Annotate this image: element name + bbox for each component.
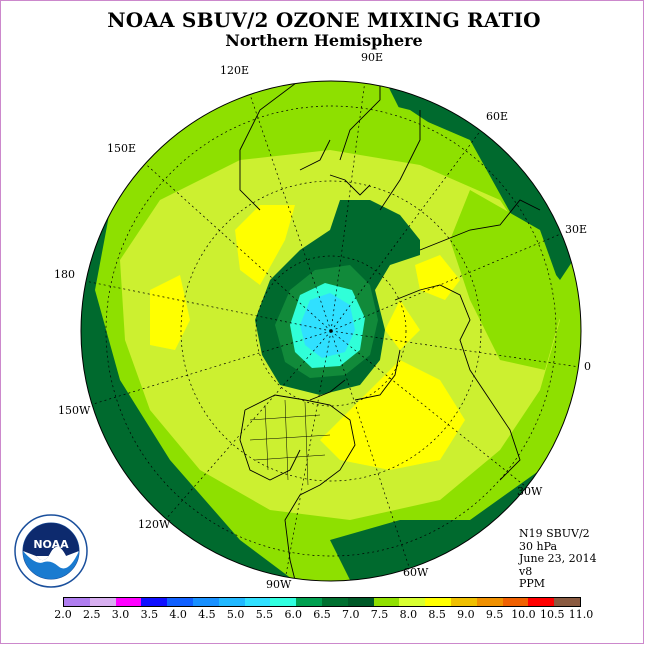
ozone-band-dark-west [81,81,320,581]
colorbar-tick-label: 2.5 [83,608,101,621]
colorbar-tick-label: 7.0 [342,608,360,621]
colorbar-tick-label: 4.5 [198,608,216,621]
colorbar-swatch [528,598,555,606]
colorbar-swatch [476,598,503,606]
info-satellite: N19 SBUV/2 [519,527,590,540]
map-border [80,80,582,582]
ozone-band-light-north [160,90,480,190]
state-borders [249,399,331,486]
colorbar-swatch [270,598,297,606]
colorbar-tick-label: 3.0 [111,608,130,621]
coastlines [239,81,541,581]
ozone-band-light-east [450,190,565,370]
colorbar-swatch [450,598,477,606]
colorbar-swatch [141,598,168,606]
colorbar-tick-label: 5.5 [255,608,274,621]
lon-label-120e: 120E [220,64,250,77]
colorbar-swatch [347,598,374,606]
colorbar-swatch [502,598,529,606]
colorbar-swatch [64,598,90,606]
lon-label-30w: 30W [517,485,543,498]
colorbar [63,597,581,607]
colorbar-swatch [425,598,451,606]
lon-label-60e: 60E [486,110,509,123]
colorbar-swatch [218,598,245,606]
colorbar-swatch [192,598,219,606]
lon-label-150e: 150E [107,142,137,155]
graticule [81,81,581,581]
colorbar-tick-label: 9.0 [457,608,475,621]
colorbar-swatch [167,598,193,606]
map-title: NOAA SBUV/2 OZONE MIXING RATIO [107,8,541,32]
colorbar-swatch [296,598,322,606]
info-version: v8 [519,564,533,578]
ozone-yellow-pacific [150,275,190,350]
ozone-yellow-siberia [235,205,295,285]
colorbar-tick-label: 6.5 [313,608,331,621]
colorbar-swatch [554,598,580,606]
colorbar-swatch [399,598,426,606]
noaa-logo-text: NOAA [33,538,69,551]
colorbar-tick-label: 10.5 [539,608,565,621]
colorbar-swatch [115,598,142,606]
colorbar-tick-label: 6.0 [284,608,302,621]
colorbar-tick-label: 2.0 [54,608,72,621]
colorbar-tick-label: 5.0 [226,608,245,621]
ozone-yellow-greenland [385,300,420,350]
lon-label-150w: 150W [58,404,91,417]
info-units: PPM [519,577,546,590]
colorbar-swatch [373,598,400,606]
colorbar-tick-label: 10.0 [511,608,536,621]
lon-label-180: 180 [54,268,75,281]
info-block: N19 SBUV/2 30 hPa June 23, 2014 v8 PPM [519,527,597,591]
colorbar-tick-label: 7.5 [370,608,389,621]
info-level: 30 hPa [519,539,558,553]
lon-label-90e: 90E [361,51,384,64]
colorbar-tick-label: 11.0 [568,608,594,621]
colorbar-tick-label: 4.0 [169,608,187,621]
colorbar-swatch [89,598,116,606]
lon-label-90w: 90W [266,578,292,591]
lon-label-120w: 120W [138,518,171,531]
colorbar-swatch [321,598,348,606]
colorbar-tick-label: 8.5 [428,608,446,621]
lon-label-0: 0 [584,360,591,373]
noaa-logo: NOAA [14,514,88,588]
colorbar-swatch [244,598,271,606]
lon-label-30e: 30E [565,223,588,236]
ozone-polar-cyan [300,293,355,358]
colorbar-tick-label: 8.0 [399,608,418,621]
info-date: June 23, 2014 [519,552,597,565]
lon-label-60w: 60W [403,566,429,579]
map-subtitle: Northern Hemisphere [225,31,423,50]
ozone-yellow-atlantic [320,360,465,470]
colorbar-tick-label: 9.5 [485,608,504,621]
colorbar-tick-label: 3.5 [140,608,159,621]
